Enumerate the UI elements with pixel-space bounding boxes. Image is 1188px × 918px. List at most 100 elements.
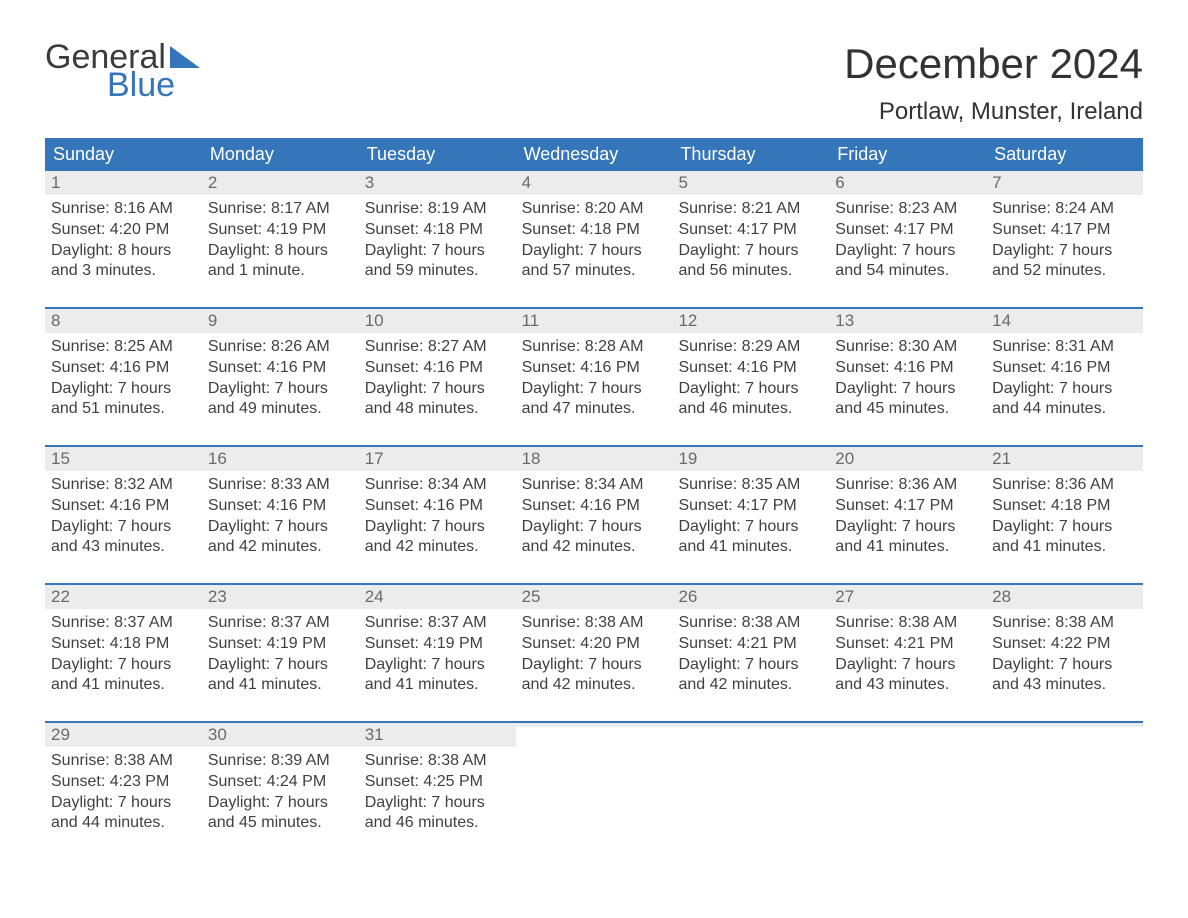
day-number: 4 xyxy=(522,173,531,192)
day-number: 6 xyxy=(835,173,844,192)
sunrise-text: Sunrise: 8:37 AM xyxy=(365,613,510,634)
day-body: Sunrise: 8:32 AMSunset: 4:16 PMDaylight:… xyxy=(45,471,202,560)
daylight-line2: and 42 minutes. xyxy=(522,675,667,696)
day-body: Sunrise: 8:21 AMSunset: 4:17 PMDaylight:… xyxy=(672,195,829,284)
sunset-text: Sunset: 4:17 PM xyxy=(678,220,823,241)
day-number-row: 23 xyxy=(202,585,359,609)
daylight-line1: Daylight: 7 hours xyxy=(208,793,353,814)
day-body: Sunrise: 8:20 AMSunset: 4:18 PMDaylight:… xyxy=(516,195,673,284)
sunset-text: Sunset: 4:22 PM xyxy=(992,634,1137,655)
day-number-row: 26 xyxy=(672,585,829,609)
daylight-line1: Daylight: 7 hours xyxy=(365,793,510,814)
daylight-line1: Daylight: 7 hours xyxy=(678,241,823,262)
day-number-row: 28 xyxy=(986,585,1143,609)
day-cell: 18Sunrise: 8:34 AMSunset: 4:16 PMDayligh… xyxy=(516,447,673,567)
sunrise-text: Sunrise: 8:23 AM xyxy=(835,199,980,220)
sunrise-text: Sunrise: 8:30 AM xyxy=(835,337,980,358)
sunrise-text: Sunrise: 8:38 AM xyxy=(365,751,510,772)
daylight-line2: and 3 minutes. xyxy=(51,261,196,282)
daylight-line1: Daylight: 7 hours xyxy=(208,655,353,676)
daylight-line1: Daylight: 7 hours xyxy=(522,241,667,262)
day-number-row: 13 xyxy=(829,309,986,333)
daylight-line2: and 44 minutes. xyxy=(51,813,196,834)
day-number-row: 15 xyxy=(45,447,202,471)
day-number-row: 27 xyxy=(829,585,986,609)
day-body xyxy=(516,727,673,733)
day-body: Sunrise: 8:30 AMSunset: 4:16 PMDaylight:… xyxy=(829,333,986,422)
day-number: 29 xyxy=(51,725,70,744)
day-number-row: 19 xyxy=(672,447,829,471)
day-cell: 27Sunrise: 8:38 AMSunset: 4:21 PMDayligh… xyxy=(829,585,986,705)
day-cell: 10Sunrise: 8:27 AMSunset: 4:16 PMDayligh… xyxy=(359,309,516,429)
day-cell: 28Sunrise: 8:38 AMSunset: 4:22 PMDayligh… xyxy=(986,585,1143,705)
daylight-line2: and 41 minutes. xyxy=(208,675,353,696)
day-body: Sunrise: 8:23 AMSunset: 4:17 PMDaylight:… xyxy=(829,195,986,284)
day-number-row: 29 xyxy=(45,723,202,747)
location-text: Portlaw, Munster, Ireland xyxy=(844,98,1143,126)
daylight-line2: and 41 minutes. xyxy=(51,675,196,696)
daylight-line1: Daylight: 7 hours xyxy=(992,655,1137,676)
sunset-text: Sunset: 4:16 PM xyxy=(365,496,510,517)
sunset-text: Sunset: 4:21 PM xyxy=(678,634,823,655)
daylight-line2: and 41 minutes. xyxy=(992,537,1137,558)
sunrise-text: Sunrise: 8:38 AM xyxy=(678,613,823,634)
day-body xyxy=(829,727,986,733)
sunrise-text: Sunrise: 8:37 AM xyxy=(51,613,196,634)
daylight-line2: and 44 minutes. xyxy=(992,399,1137,420)
day-cell: 4 Sunrise: 8:20 AMSunset: 4:18 PMDaylight… xyxy=(516,171,673,291)
sunrise-text: Sunrise: 8:38 AM xyxy=(522,613,667,634)
week-row: 1Sunrise: 8:16 AMSunset: 4:20 PMDaylight… xyxy=(45,171,1143,291)
daylight-line1: Daylight: 7 hours xyxy=(992,517,1137,538)
day-number: 5 xyxy=(678,173,687,192)
sunset-text: Sunset: 4:16 PM xyxy=(208,496,353,517)
day-body: Sunrise: 8:38 AMSunset: 4:22 PMDaylight:… xyxy=(986,609,1143,698)
daylight-line1: Daylight: 7 hours xyxy=(678,517,823,538)
daylight-line1: Daylight: 7 hours xyxy=(522,517,667,538)
daylight-line2: and 1 minute. xyxy=(208,261,353,282)
day-number: 10 xyxy=(365,311,384,330)
day-body: Sunrise: 8:37 AMSunset: 4:18 PMDaylight:… xyxy=(45,609,202,698)
sunrise-text: Sunrise: 8:37 AM xyxy=(208,613,353,634)
daylight-line2: and 42 minutes. xyxy=(365,537,510,558)
daylight-line2: and 41 minutes. xyxy=(678,537,823,558)
daylight-line2: and 43 minutes. xyxy=(51,537,196,558)
sunrise-text: Sunrise: 8:25 AM xyxy=(51,337,196,358)
header-row: General Blue December 2024 Portlaw, Muns… xyxy=(45,40,1143,126)
day-cell: 15Sunrise: 8:32 AMSunset: 4:16 PMDayligh… xyxy=(45,447,202,567)
daylight-line2: and 43 minutes. xyxy=(835,675,980,696)
day-number: 23 xyxy=(208,587,227,606)
daylight-line2: and 54 minutes. xyxy=(835,261,980,282)
day-number: 31 xyxy=(365,725,384,744)
day-body: Sunrise: 8:25 AMSunset: 4:16 PMDaylight:… xyxy=(45,333,202,422)
day-number: 8 xyxy=(51,311,60,330)
sunset-text: Sunset: 4:17 PM xyxy=(678,496,823,517)
daylight-line2: and 59 minutes. xyxy=(365,261,510,282)
daylight-line2: and 42 minutes. xyxy=(208,537,353,558)
day-cell: 24Sunrise: 8:37 AMSunset: 4:19 PMDayligh… xyxy=(359,585,516,705)
sunrise-text: Sunrise: 8:19 AM xyxy=(365,199,510,220)
day-number: 26 xyxy=(678,587,697,606)
sunrise-text: Sunrise: 8:34 AM xyxy=(365,475,510,496)
sunset-text: Sunset: 4:16 PM xyxy=(51,358,196,379)
daylight-line2: and 45 minutes. xyxy=(208,813,353,834)
daylight-line1: Daylight: 7 hours xyxy=(992,379,1137,400)
day-body: Sunrise: 8:29 AMSunset: 4:16 PMDaylight:… xyxy=(672,333,829,422)
logo: General Blue xyxy=(45,40,200,102)
day-number: 11 xyxy=(522,311,540,330)
day-cell: 17Sunrise: 8:34 AMSunset: 4:16 PMDayligh… xyxy=(359,447,516,567)
day-body xyxy=(986,727,1143,733)
day-body: Sunrise: 8:38 AMSunset: 4:21 PMDaylight:… xyxy=(829,609,986,698)
day-number: 12 xyxy=(678,311,697,330)
day-cell xyxy=(986,723,1143,843)
day-cell xyxy=(516,723,673,843)
day-number: 22 xyxy=(51,587,70,606)
day-body xyxy=(672,727,829,733)
sunset-text: Sunset: 4:25 PM xyxy=(365,772,510,793)
day-body: Sunrise: 8:38 AMSunset: 4:23 PMDaylight:… xyxy=(45,747,202,836)
day-header-saturday: Saturday xyxy=(986,138,1143,171)
day-number-row: 20 xyxy=(829,447,986,471)
daylight-line1: Daylight: 7 hours xyxy=(51,517,196,538)
day-cell: 22 Sunrise: 8:37 AMSunset: 4:18 PMDayligh… xyxy=(45,585,202,705)
day-body: Sunrise: 8:37 AMSunset: 4:19 PMDaylight:… xyxy=(202,609,359,698)
daylight-line1: Daylight: 7 hours xyxy=(51,793,196,814)
